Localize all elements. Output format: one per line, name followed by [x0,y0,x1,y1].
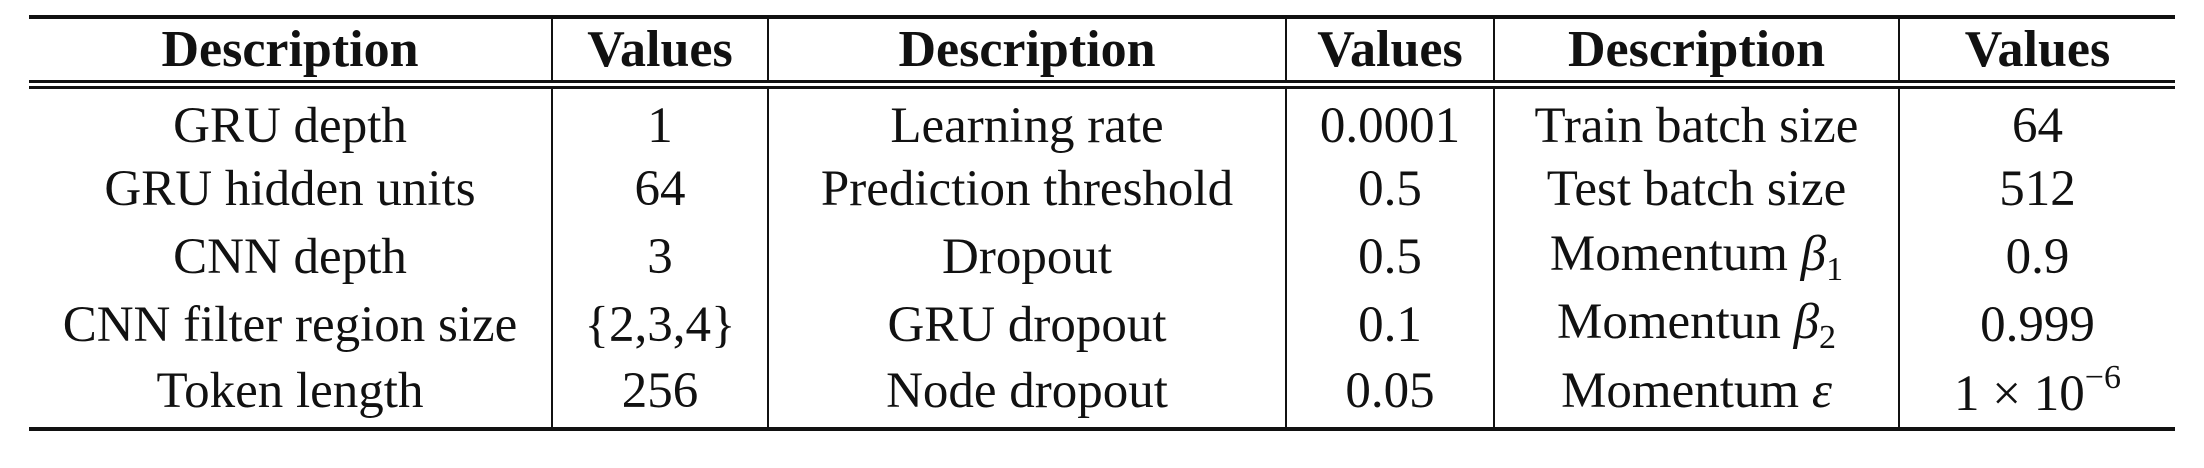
cell-text: Momentum [1549,225,1788,282]
hyperparameter-table: Description Values Description Values De… [29,15,2175,431]
table-cell: GRU dropout [767,290,1286,359]
table-cell: 64 [551,154,768,223]
table-cell: Learning rate [767,84,1286,155]
table-cell: 64 [1898,84,2175,155]
table-cell: 1 [551,84,768,155]
table-cell: 0.1 [1285,290,1494,359]
beta-symbol: β [1793,293,1819,350]
header-description-1: Description [29,15,552,89]
cell-text: 1 × 10 [1954,365,2085,422]
table-cell: Test batch size [1493,154,1899,223]
table-cell: Train batch size [1493,84,1899,155]
cell-text: Momentun [1557,293,1781,350]
cell-text: Momentum [1561,362,1800,419]
table-cell: 512 [1898,154,2175,223]
table-cell: Prediction threshold [767,154,1286,223]
table-cell: Token length [29,358,552,431]
table-row: Token length 256 Node dropout 0.05 Momen… [29,358,2175,431]
table-cell-momentum-beta1: Momentum β1 [1493,222,1899,291]
table-cell: 0.0001 [1285,84,1494,155]
subscript: 1 [1826,250,1844,288]
subscript: 2 [1818,318,1836,356]
header-values-1: Values [551,15,768,89]
table-row: CNN depth 3 Dropout 0.5 Momentum β1 0.9 [29,222,2175,291]
beta-symbol: β [1800,225,1827,282]
table-cell-momentum-epsilon: Momentum ε [1493,358,1899,431]
table-cell-scientific: 1 × 10−6 [1898,358,2175,431]
header-description-3: Description [1493,15,1899,89]
table-cell-momentun-beta2: Momentun β2 [1493,290,1899,359]
table-cell: 3 [551,222,768,291]
table-cell: GRU hidden units [104,160,476,217]
table-row: GRU hidden units 64 Prediction threshold… [29,154,2175,223]
table-cell: GRU depth [173,97,407,154]
table-row: CNN filter region size {2,3,4} GRU dropo… [29,290,2175,359]
table-cell: Dropout [767,222,1286,291]
table-cell: CNN depth [173,228,407,285]
table-cell: 256 [551,358,768,431]
table-cell: Node dropout [767,358,1286,431]
table-row: GRU depth 1 Learning rate 0.0001 Train b… [29,84,2175,155]
header-description-2: Description [767,15,1286,89]
table-cell: {2,3,4} [551,290,768,359]
table-cell: 0.05 [1285,358,1494,431]
table-cell: 0.9 [1898,222,2175,291]
superscript: −6 [2084,358,2121,396]
table-cell: CNN filter region size [62,296,518,353]
table-cell: 0.5 [1285,222,1494,291]
epsilon-symbol: ε [1811,362,1832,419]
table-cell: 0.5 [1285,154,1494,223]
hyperparameter-table-container: Description Values Description Values De… [29,15,2175,431]
header-values-3: Values [1898,15,2175,89]
header-values-2: Values [1285,15,1494,89]
table-cell: 0.999 [1898,290,2175,359]
header-row: Description Values Description Values De… [29,15,2175,89]
